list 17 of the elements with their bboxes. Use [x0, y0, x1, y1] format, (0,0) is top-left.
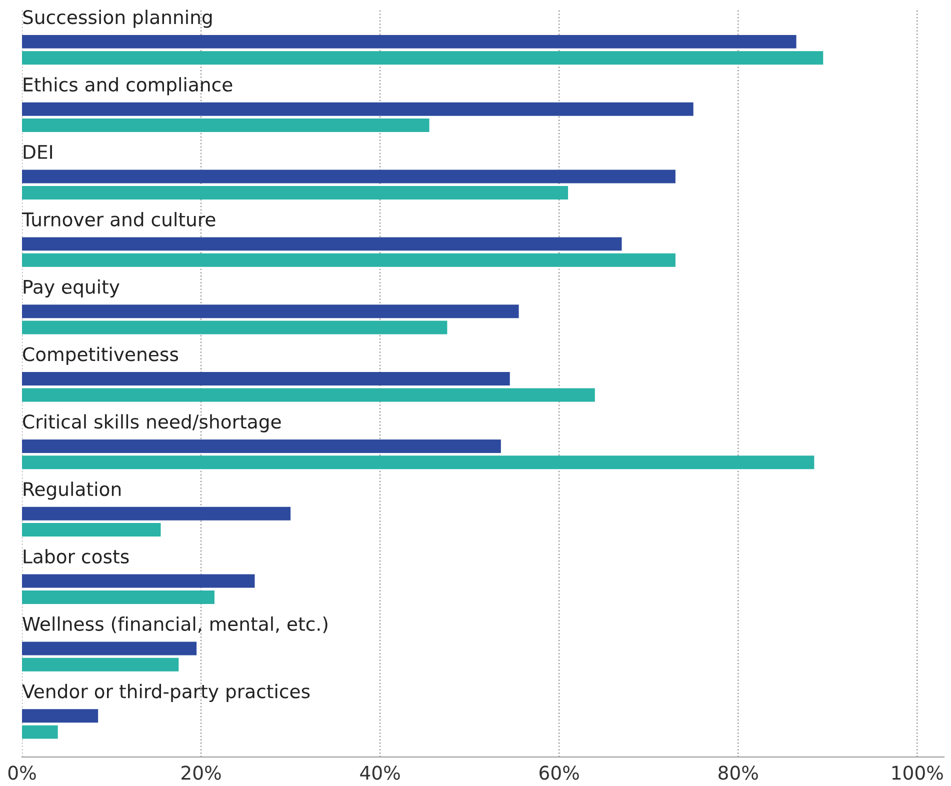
y-tick-label: Vendor or third-party practices — [22, 684, 310, 702]
y-tick-label: DEI — [24, 145, 52, 159]
x-tick-label: 40% — [360, 766, 400, 780]
x-tick-label: 60% — [540, 766, 579, 780]
y-tick-label: Pay equity — [24, 279, 120, 298]
y-tick-label: Succession planning — [23, 10, 212, 28]
x-tick-label: 80% — [718, 766, 758, 780]
y-tick-label: Turnover and culture — [22, 212, 216, 226]
x-tick-label: 100% — [892, 766, 943, 780]
y-tick-label: Critical skills need/shortage — [23, 414, 281, 432]
y-tick-label: Wellness (financial, mental, etc.) — [22, 616, 328, 634]
y-tick-label: Competitiveness — [23, 346, 178, 365]
x-tick-label: 0% — [8, 766, 36, 780]
y-tick-label: Regulation — [24, 482, 121, 500]
y-tick-label: Labor costs — [24, 549, 129, 564]
x-tick-label: 20% — [182, 766, 221, 780]
y-tick-label: Ethics and compliance — [24, 77, 232, 96]
